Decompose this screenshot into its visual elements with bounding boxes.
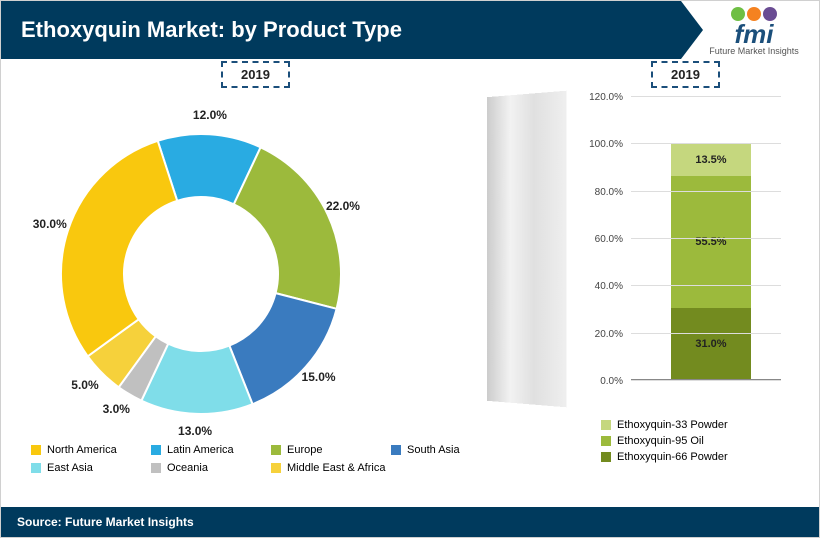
bar-ytick-label: 0.0%	[583, 376, 623, 387]
bar-gridline	[631, 285, 781, 286]
legend-swatch	[151, 463, 161, 473]
donut-slice	[61, 141, 177, 356]
chart-title: Ethoxyquin Market: by Product Type	[21, 17, 402, 43]
header-bar: Ethoxyquin Market: by Product Type	[1, 1, 681, 59]
legend-swatch	[601, 452, 611, 462]
decorative-divider-panel	[487, 91, 567, 408]
bar-segment: 31.0%	[671, 308, 751, 381]
legend-item: Ethoxyquin-66 Powder	[601, 451, 761, 463]
donut-chart: 12.0%22.0%15.0%13.0%3.0%5.0%30.0%	[41, 114, 361, 434]
bar-gridline	[631, 96, 781, 97]
donut-slice-label: 12.0%	[193, 108, 227, 122]
fmi-logo: fmi Future Market Insights	[699, 7, 809, 56]
legend-label: Ethoxyquin-66 Powder	[617, 451, 728, 463]
legend-label: Europe	[287, 444, 322, 456]
legend-item: Oceania	[151, 462, 271, 474]
legend-item: Europe	[271, 444, 391, 456]
bar-legend: Ethoxyquin-33 Powder Ethoxyquin-95 Oil Eth…	[601, 419, 761, 467]
legend-label: Latin America	[167, 444, 234, 456]
donut-slice-label: 30.0%	[33, 217, 67, 231]
legend-item: Middle East & Africa	[271, 462, 391, 474]
bar-ytick-label: 80.0%	[583, 187, 623, 198]
bar-gridline	[631, 143, 781, 144]
bar-ytick-label: 40.0%	[583, 281, 623, 292]
bar-gridline	[631, 191, 781, 192]
legend-label: Middle East & Africa	[287, 462, 385, 474]
footer-source: Source: Future Market Insights	[1, 507, 819, 537]
legend-swatch	[31, 445, 41, 455]
legend-item: Ethoxyquin-33 Powder	[601, 419, 761, 431]
header-wrap: Ethoxyquin Market: by Product Type	[1, 1, 681, 59]
donut-legend: North America Latin America Europe South As…	[31, 444, 511, 480]
donut-slice-label: 13.0%	[178, 424, 212, 438]
bar-stack: 13.5%55.5%31.0%	[671, 144, 751, 381]
donut-slice	[234, 147, 341, 308]
legend-swatch	[271, 445, 281, 455]
bar-year-badge: 2019	[651, 61, 720, 88]
bar-gridline	[631, 333, 781, 334]
legend-swatch	[31, 463, 41, 473]
legend-item: Ethoxyquin-95 Oil	[601, 435, 761, 447]
donut-slice-label: 22.0%	[326, 199, 360, 213]
stacked-bar-chart: 13.5%55.5%31.0% 0.0% 20.0% 40.0% 60.0% 80.0%…	[581, 94, 801, 434]
bar-ytick-label: 120.0%	[583, 92, 623, 103]
legend-label: South Asia	[407, 444, 460, 456]
legend-item: Latin America	[151, 444, 271, 456]
bar-segment: 13.5%	[671, 144, 751, 176]
legend-swatch	[151, 445, 161, 455]
legend-swatch	[271, 463, 281, 473]
legend-item: North America	[31, 444, 151, 456]
legend-item: South Asia	[391, 444, 511, 456]
legend-swatch	[391, 445, 401, 455]
donut-slice-label: 15.0%	[302, 370, 336, 384]
legend-swatch	[601, 436, 611, 446]
bar-ytick-label: 100.0%	[583, 139, 623, 150]
legend-swatch	[601, 420, 611, 430]
legend-label: North America	[47, 444, 117, 456]
chart-container: Ethoxyquin Market: by Product Type fmi F…	[0, 0, 820, 538]
legend-label: East Asia	[47, 462, 93, 474]
bar-gridline	[631, 380, 781, 381]
legend-label: Oceania	[167, 462, 208, 474]
legend-label: Ethoxyquin-95 Oil	[617, 435, 704, 447]
chart-area: 2019 12.0% 22.0% 15.0% 13.0% 3.0% 5.0% 30.0% N…	[1, 59, 819, 491]
legend-item: East Asia	[31, 462, 151, 474]
bar-gridline	[631, 238, 781, 239]
logo-text: fmi	[699, 23, 809, 46]
bar-ytick-label: 60.0%	[583, 234, 623, 245]
donut-year-badge: 2019	[221, 61, 290, 88]
donut-slice-label: 3.0%	[103, 402, 130, 416]
bar-ytick-label: 20.0%	[583, 329, 623, 340]
legend-label: Ethoxyquin-33 Powder	[617, 419, 728, 431]
bar-segment: 55.5%	[671, 176, 751, 307]
logo-subtitle: Future Market Insights	[699, 46, 809, 56]
donut-slice-label: 5.0%	[71, 378, 98, 392]
